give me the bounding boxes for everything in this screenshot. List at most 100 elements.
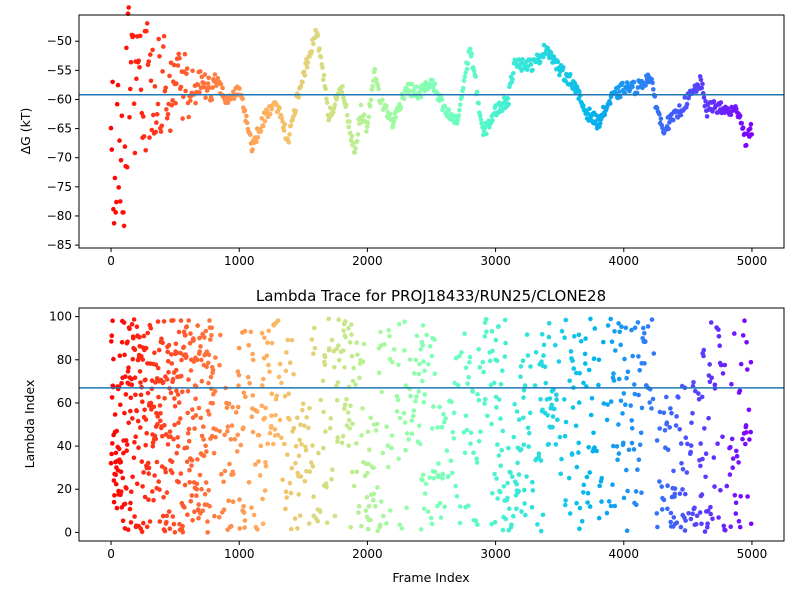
- lambda-point: [431, 404, 436, 409]
- lambda-point: [453, 483, 458, 489]
- lambda-point: [180, 389, 185, 395]
- lambda-point: [109, 339, 114, 344]
- dg-point: [210, 85, 215, 90]
- lambda-point: [642, 361, 647, 366]
- dg-point: [225, 100, 231, 106]
- lambda-point: [309, 337, 315, 342]
- lambda-point: [394, 409, 400, 414]
- lambda-point: [629, 327, 634, 333]
- lambda-point: [134, 408, 139, 414]
- lambda-point: [206, 352, 212, 358]
- lambda-point: [228, 437, 234, 442]
- lambda-point: [143, 345, 149, 351]
- lambda-point: [514, 409, 520, 414]
- dg-point: [157, 54, 162, 59]
- lambda-point: [428, 515, 434, 521]
- lambda-point: [473, 518, 479, 523]
- lambda-point: [699, 492, 705, 497]
- dg-point: [484, 131, 489, 137]
- lambda-point: [345, 410, 351, 415]
- lambda-point: [138, 392, 144, 398]
- lambda-point: [280, 477, 285, 483]
- lambda-point: [133, 434, 138, 440]
- lambda-point: [142, 407, 147, 413]
- dg-point: [368, 97, 374, 102]
- dg-point: [164, 116, 170, 121]
- lambda-point: [366, 504, 372, 509]
- lambda-point: [609, 339, 615, 345]
- lambda-point: [421, 399, 427, 405]
- lambda-point: [585, 490, 591, 496]
- lambda-point: [273, 396, 279, 402]
- lambda-point: [194, 481, 200, 487]
- dg-point: [587, 106, 592, 112]
- lambda-point: [664, 394, 669, 400]
- lambda-point: [659, 484, 664, 489]
- lambda-point: [365, 429, 371, 435]
- lambda-point: [604, 510, 610, 516]
- lambda-point: [378, 329, 383, 335]
- dg-point: [124, 164, 130, 170]
- dg-point: [510, 77, 515, 82]
- dg-point: [327, 105, 333, 111]
- lambda-point: [124, 448, 129, 454]
- dg-xtick-label: 0: [107, 254, 115, 268]
- lambda-point: [132, 440, 137, 445]
- lambda-point: [351, 365, 356, 371]
- lambda-point: [203, 443, 208, 449]
- lambda-point: [529, 505, 535, 510]
- lambda-point: [441, 412, 446, 417]
- dg-point: [298, 84, 304, 89]
- lambda-point: [592, 445, 597, 450]
- dg-point: [180, 116, 185, 121]
- lambda-point: [349, 332, 354, 337]
- lambda-point: [172, 422, 177, 428]
- lambda-point: [567, 511, 573, 516]
- lambda-point: [409, 418, 415, 423]
- lambda-point: [332, 364, 337, 370]
- lambda-point: [359, 523, 364, 529]
- lambda-point: [236, 383, 241, 389]
- lambda-point: [379, 389, 385, 395]
- lambda-point: [186, 377, 191, 382]
- lambda-point: [241, 425, 246, 431]
- dg-point: [643, 83, 648, 88]
- lambda-point: [271, 441, 276, 447]
- dg-point: [320, 65, 325, 70]
- dg-point: [164, 107, 169, 112]
- lambda-point: [164, 490, 170, 495]
- dg-point: [242, 108, 248, 113]
- lambda-point: [282, 393, 288, 399]
- lambda-point: [554, 392, 559, 398]
- lambda-point: [550, 414, 556, 419]
- lambda-point: [688, 443, 694, 448]
- lambda-point: [355, 352, 360, 358]
- lambda-point: [195, 457, 200, 462]
- lambda-point: [184, 445, 190, 451]
- lambda-point: [256, 432, 262, 438]
- lambda-point: [631, 447, 637, 452]
- lambda-point: [474, 460, 480, 465]
- dg-point: [666, 126, 671, 132]
- lambda-point: [262, 335, 267, 341]
- lambda-point: [205, 360, 211, 366]
- lambda-point: [207, 318, 212, 323]
- lambda-point: [712, 484, 717, 489]
- lambda-point: [341, 348, 346, 353]
- lambda-point: [387, 508, 393, 513]
- dg-point: [121, 210, 126, 215]
- lambda-point: [732, 493, 738, 498]
- lambda-point: [303, 447, 309, 453]
- dg-ytick-label: −65: [47, 122, 72, 136]
- dg-point: [487, 124, 492, 130]
- lambda-point: [691, 380, 696, 385]
- lambda-point: [213, 427, 219, 432]
- lambda-point: [489, 421, 494, 427]
- lambda-point: [702, 426, 707, 431]
- lambda-point: [109, 451, 114, 457]
- lambda-point: [576, 400, 582, 405]
- lambda-point: [130, 474, 135, 480]
- lambda-point: [636, 457, 642, 463]
- lambda-point: [638, 430, 644, 436]
- lambda-point: [737, 388, 743, 394]
